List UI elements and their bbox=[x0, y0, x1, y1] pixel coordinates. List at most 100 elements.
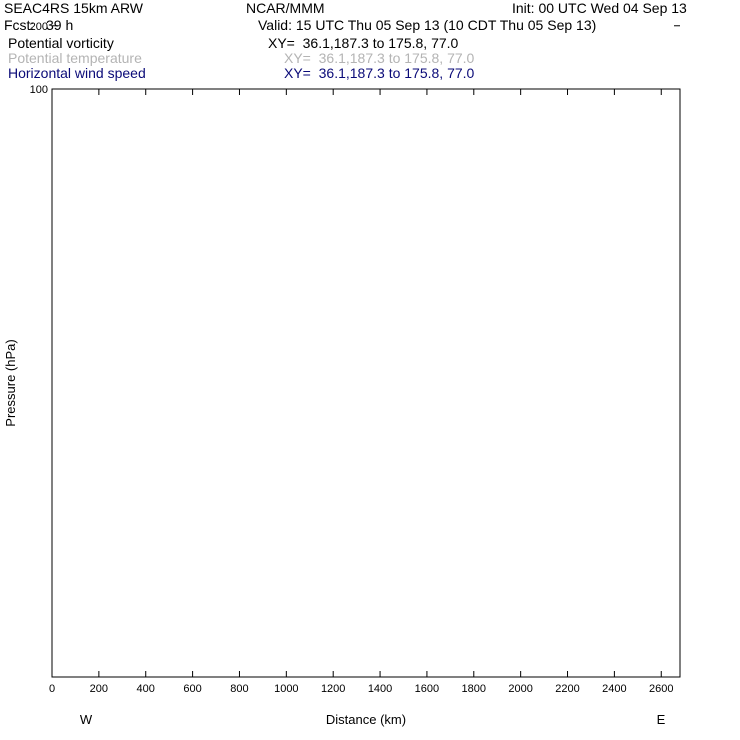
y-tick-label: 200 bbox=[30, 21, 48, 33]
wind-vector bbox=[81, 22, 89, 25]
wind-vector bbox=[479, 48, 488, 51]
wind-vector-head bbox=[620, 1, 622, 3]
wind-vector-head bbox=[480, 2, 482, 4]
pv-shade-main bbox=[52, 0, 680, 89]
wind-vector bbox=[529, 0, 535, 7]
wind-vector bbox=[176, 51, 183, 56]
wind-contour bbox=[296, 0, 324, 57]
x-tick-label: 2000 bbox=[508, 683, 532, 695]
wind-vector bbox=[105, 48, 113, 51]
x-tick-label: 2600 bbox=[649, 683, 673, 695]
extremum-marker: H bbox=[568, 0, 577, 12]
theta-label: 310 bbox=[639, 14, 661, 29]
wind-vector-head bbox=[503, 27, 505, 29]
wind-vector bbox=[480, 0, 488, 4]
extremum-value: 10.53 bbox=[556, 11, 589, 26]
wind-vector-head bbox=[412, 44, 415, 45]
wind-vector-head bbox=[339, 48, 342, 49]
y-axis-label: Pressure (hPa) bbox=[3, 339, 18, 426]
wind-vector-head bbox=[599, 30, 600, 33]
legend-theta-name: Potential temperature bbox=[8, 50, 142, 66]
wind-vector bbox=[201, 0, 207, 7]
wind-vector bbox=[528, 26, 535, 32]
wind-vector bbox=[177, 26, 183, 33]
wind-vector-head bbox=[270, 54, 271, 57]
theta-contour bbox=[52, 7, 680, 62]
legend-wind-name: Horizontal wind speed bbox=[8, 65, 146, 81]
wind-vector bbox=[245, 0, 253, 4]
wind-vector-head bbox=[526, 52, 528, 54]
wind-vector bbox=[315, 51, 324, 52]
wind-vector-head bbox=[154, 4, 155, 7]
wind-contour bbox=[52, 0, 129, 32]
wind-vector bbox=[363, 46, 371, 51]
x-tick-label: 1000 bbox=[274, 683, 298, 695]
pink-region bbox=[277, 57, 289, 89]
wind-vector bbox=[129, 0, 136, 5]
wind-vector bbox=[553, 0, 558, 7]
wind-vector bbox=[457, 46, 464, 51]
x-axis-label: Distance (km) bbox=[326, 712, 406, 727]
wind-vector bbox=[667, 51, 676, 54]
wind-vector-head bbox=[479, 25, 481, 27]
theta-contour bbox=[674, 89, 680, 90]
wind-vector-head bbox=[291, 25, 293, 27]
forecast-hour: Fcst: 39 h bbox=[4, 17, 74, 33]
wind-vector-head bbox=[388, 45, 391, 46]
wind-vectors bbox=[57, 0, 676, 58]
wind-vector-head bbox=[388, 19, 391, 20]
wind-vector bbox=[128, 26, 137, 29]
theta-contour bbox=[52, 0, 680, 19]
wind-vector-head bbox=[502, 50, 504, 52]
wind-vector bbox=[364, 19, 370, 25]
x-axis-east: E bbox=[657, 712, 666, 727]
wind-vector bbox=[598, 0, 605, 5]
theta-label: 345 bbox=[639, 0, 661, 3]
wind-vector-head bbox=[504, 3, 505, 6]
wind-vector bbox=[551, 51, 558, 57]
wind-vector bbox=[59, 20, 66, 26]
wind-vector bbox=[552, 26, 558, 33]
wind-vector bbox=[270, 51, 277, 57]
extremum-marker: L bbox=[531, 19, 538, 34]
x-tick-label: 1800 bbox=[462, 683, 486, 695]
wind-vector bbox=[339, 49, 348, 51]
wind-vector bbox=[504, 0, 511, 6]
wind-vector bbox=[154, 0, 160, 7]
pv-shading bbox=[52, 0, 680, 89]
wind-vector bbox=[576, 26, 581, 33]
wind-vector bbox=[152, 26, 159, 31]
pv-shade-highlight bbox=[263, 64, 680, 89]
wind-vector-head bbox=[364, 19, 367, 20]
wind-vector bbox=[503, 26, 511, 30]
wind-vector bbox=[248, 51, 254, 58]
wind-vector-head bbox=[551, 54, 552, 57]
wind-vector-head bbox=[268, 0, 270, 1]
wind-vector bbox=[292, 51, 300, 55]
wind-vector-head bbox=[456, 22, 459, 23]
wind-vector bbox=[456, 23, 465, 26]
wind-vector-head bbox=[151, 52, 153, 54]
plot-frame bbox=[51, 88, 681, 678]
theta-contours: 305310315320325330335340345310315305 bbox=[52, 0, 680, 90]
wind-vector-head bbox=[247, 29, 248, 32]
wind-vector-head bbox=[645, 54, 646, 57]
wind-vector bbox=[224, 26, 230, 33]
wind-vector bbox=[526, 51, 534, 55]
wind-contour bbox=[136, 0, 220, 38]
wind-vector-head bbox=[621, 28, 622, 31]
wind-vector bbox=[388, 45, 394, 51]
wind-vector bbox=[645, 51, 652, 56]
wind-vector bbox=[178, 0, 183, 7]
wind-vector bbox=[643, 26, 652, 29]
wind-vector-head bbox=[411, 19, 414, 20]
wind-vector-head bbox=[104, 1, 106, 3]
wind-vector bbox=[599, 26, 605, 33]
wind-vector-head bbox=[643, 26, 645, 28]
y-tick-label: 100 bbox=[30, 84, 48, 96]
legend-pv-xy: XY= 36.1,187.3 to 175.8, 77.0 bbox=[268, 35, 459, 51]
wind-vector-head bbox=[177, 30, 178, 33]
wind-vector-head bbox=[576, 4, 577, 7]
wind-vector bbox=[576, 51, 582, 58]
wind-vector-head bbox=[315, 50, 317, 52]
